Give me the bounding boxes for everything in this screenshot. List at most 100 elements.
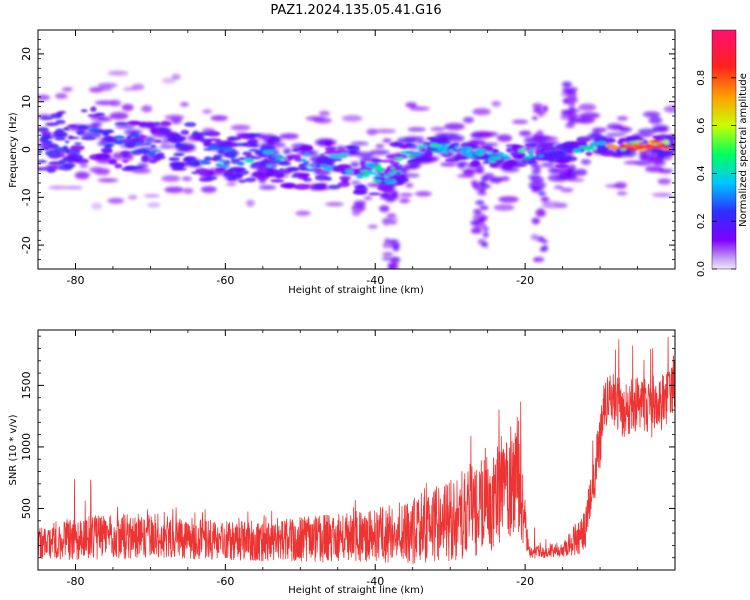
colorbar: 0.0 0.2 0.4 0.6 0.8 Normalized spectral ampl… bbox=[696, 29, 749, 277]
spectrogram-cell bbox=[178, 136, 187, 140]
spectrogram-cell bbox=[506, 147, 513, 153]
spectrogram-cell bbox=[657, 152, 665, 158]
snr-x-tick-label: -40 bbox=[366, 575, 384, 588]
spectrogram-cell bbox=[266, 164, 274, 168]
spectrogram-cell bbox=[536, 130, 544, 136]
spectrogram-cell bbox=[634, 147, 645, 150]
spectrogram-cell bbox=[531, 217, 540, 225]
spectrogram-cell bbox=[412, 157, 422, 161]
spectrogram-cell bbox=[479, 131, 499, 137]
spectrogram-cell bbox=[215, 140, 225, 145]
spectrogram-cell bbox=[407, 159, 414, 164]
spectrogram-cell bbox=[40, 116, 54, 120]
spectrogram-cell bbox=[158, 129, 171, 134]
spectrogram-cell bbox=[382, 242, 388, 249]
spectrogram-cell bbox=[173, 163, 184, 169]
spectrogram-cell bbox=[150, 144, 157, 148]
spectrogram-cell bbox=[406, 155, 416, 158]
spectrogram-cell bbox=[620, 147, 627, 149]
spectrogram-cell bbox=[500, 156, 512, 160]
spectrogram-cell bbox=[272, 160, 283, 163]
spectrogram-cell bbox=[175, 143, 183, 146]
spectrogram-cell bbox=[541, 201, 563, 209]
spectrogram-cell bbox=[389, 161, 400, 166]
spectrogram-cell bbox=[44, 122, 59, 127]
spectrogram-cell bbox=[382, 138, 392, 143]
spectrogram-cell bbox=[535, 187, 543, 191]
spectrogram-cell bbox=[374, 129, 397, 133]
spectrogram-cell bbox=[387, 262, 398, 268]
spectrogram-x-tick-label: -80 bbox=[66, 274, 84, 287]
spectrogram-cell bbox=[530, 234, 539, 241]
spectrogram-cell bbox=[547, 174, 570, 182]
spectrogram-cell bbox=[470, 180, 479, 186]
spectrogram-cell bbox=[205, 131, 221, 137]
spectrogram-cell bbox=[479, 205, 489, 210]
spectrogram-cell bbox=[113, 135, 124, 139]
spectrogram-cell bbox=[229, 151, 239, 154]
figure-title: PAZ1.2024.135.05.41.G16 bbox=[270, 3, 441, 18]
spectrogram-cell bbox=[368, 164, 380, 167]
spectrogram-cell bbox=[94, 112, 105, 117]
spectrogram-cell bbox=[642, 145, 652, 147]
spectrogram-cell bbox=[383, 179, 395, 183]
spectrogram-cell bbox=[357, 174, 363, 177]
spectrogram-cell bbox=[161, 175, 181, 182]
spectrogram-cell bbox=[230, 124, 251, 131]
spectrogram-cell bbox=[58, 110, 66, 115]
spectrogram-cell bbox=[79, 163, 88, 168]
spectrogram-cell bbox=[108, 159, 118, 165]
spectrogram-cell bbox=[367, 224, 378, 229]
spectrogram-cell bbox=[657, 178, 672, 185]
spectrogram-cell bbox=[278, 161, 292, 166]
spectrogram-cell bbox=[64, 186, 83, 190]
spectrogram-cell bbox=[226, 182, 237, 186]
spectrogram-cell bbox=[174, 153, 186, 156]
spectrogram-cell bbox=[445, 158, 459, 163]
spectrogram-cell bbox=[570, 141, 578, 145]
spectrogram-cell bbox=[491, 156, 502, 160]
spectrogram-cell bbox=[76, 125, 88, 130]
spectrogram-cell bbox=[185, 156, 190, 160]
spectrogram-cell bbox=[107, 70, 129, 76]
spectrogram-cell bbox=[475, 200, 485, 206]
spectrogram-cell bbox=[45, 151, 57, 156]
spectrogram-cell bbox=[350, 141, 369, 146]
spectrogram-cell bbox=[385, 198, 396, 203]
spectrogram-cell bbox=[67, 124, 78, 128]
spectrogram-cell bbox=[331, 158, 342, 160]
spectrogram-cell bbox=[382, 219, 391, 226]
spectrogram-cell bbox=[390, 256, 401, 264]
spectrogram-cell bbox=[160, 120, 172, 127]
spectrogram-cell bbox=[475, 150, 482, 154]
spectrogram-cell bbox=[125, 142, 135, 148]
spectrogram-cell bbox=[395, 171, 402, 176]
spectrogram-cell bbox=[384, 237, 391, 245]
spectrogram-cell bbox=[270, 179, 285, 183]
spectrogram-cell bbox=[614, 182, 628, 189]
spectrogram-cell bbox=[366, 128, 378, 136]
spectrogram-cell bbox=[605, 132, 627, 137]
spectrogram-cell bbox=[46, 167, 56, 173]
spectrogram-cell bbox=[283, 147, 292, 155]
spectrogram-cell bbox=[197, 131, 210, 136]
spectrogram-cell bbox=[382, 252, 394, 257]
spectrogram-cell bbox=[472, 108, 491, 116]
spectrogram-cell bbox=[416, 145, 428, 148]
spectrogram-cell bbox=[54, 136, 66, 141]
spectrogram-cell bbox=[390, 192, 399, 199]
spectrogram-cell bbox=[566, 155, 572, 159]
spectrogram-cell bbox=[220, 164, 231, 168]
spectrogram-cell bbox=[161, 77, 176, 84]
spectrogram-cell bbox=[201, 109, 213, 114]
spectrogram-cell bbox=[440, 136, 448, 140]
spectrogram-cell bbox=[510, 147, 521, 152]
spectrogram-cell bbox=[342, 115, 363, 122]
snr-x-tick-label: -20 bbox=[516, 575, 534, 588]
spectrogram-cell bbox=[156, 152, 165, 158]
spectrogram-cell bbox=[337, 164, 352, 170]
spectrogram-cell bbox=[409, 106, 430, 111]
spectrogram-cell bbox=[248, 148, 260, 152]
spectrogram-cell bbox=[200, 186, 217, 193]
spectrogram-cell bbox=[481, 241, 489, 248]
